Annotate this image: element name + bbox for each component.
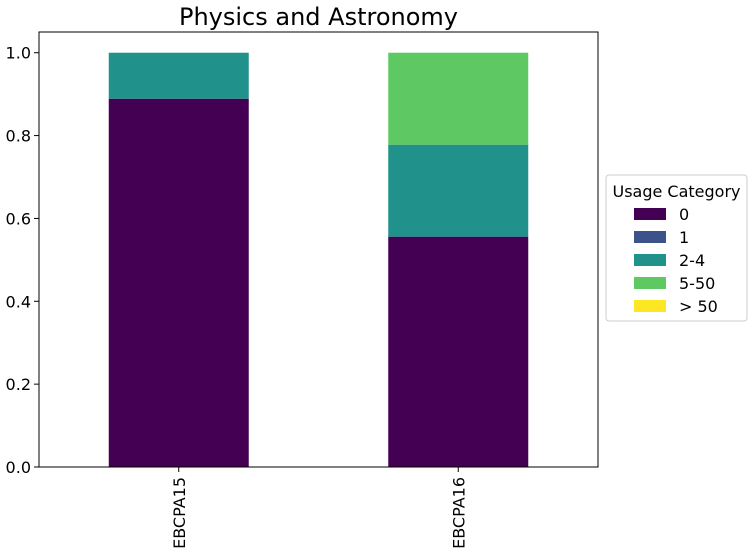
legend-swatch [634, 300, 666, 312]
x-tick-label: EBCPA15 [170, 477, 189, 549]
legend-title: Usage Category [612, 182, 740, 201]
bar-ebcpa16-series-0 [388, 236, 529, 467]
bars-layer [108, 52, 529, 467]
plot-frame [38, 31, 599, 468]
legend: Usage Category 0 1 2-4 5-50 > 50 [605, 174, 748, 322]
legend-label: 0 [679, 205, 689, 224]
bar-ebcpa16-series-2 [388, 144, 529, 237]
legend-swatch [634, 231, 666, 243]
y-tick-label: 1.0 [6, 44, 31, 63]
y-tick-label: 0.6 [6, 209, 31, 228]
legend-swatch [634, 208, 666, 220]
y-tick-label: 0.4 [6, 292, 31, 311]
y-tick-label: 0.8 [6, 127, 31, 146]
legend-swatch [634, 254, 666, 266]
bar-ebcpa15-series-2 [108, 52, 249, 99]
legend-label: 2-4 [679, 251, 705, 270]
y-tick-label: 0.2 [6, 375, 31, 394]
legend-label: > 50 [679, 297, 718, 316]
y-tick-label: 0.0 [6, 458, 31, 477]
legend-swatch [634, 277, 666, 289]
y-axis: 0.0 0.2 0.4 0.6 0.8 1.0 [6, 44, 39, 477]
chart-title: Physics and Astronomy [179, 3, 458, 31]
bar-ebcpa15-series-0 [108, 98, 249, 467]
legend-label: 1 [679, 228, 689, 247]
x-tick-label: EBCPA16 [449, 477, 468, 549]
bar-ebcpa16-series-3 [388, 52, 529, 145]
legend-label: 5-50 [679, 274, 715, 293]
x-axis: EBCPA15 EBCPA16 [170, 467, 468, 549]
legend-items: 0 1 2-4 5-50 > 50 [634, 205, 718, 316]
